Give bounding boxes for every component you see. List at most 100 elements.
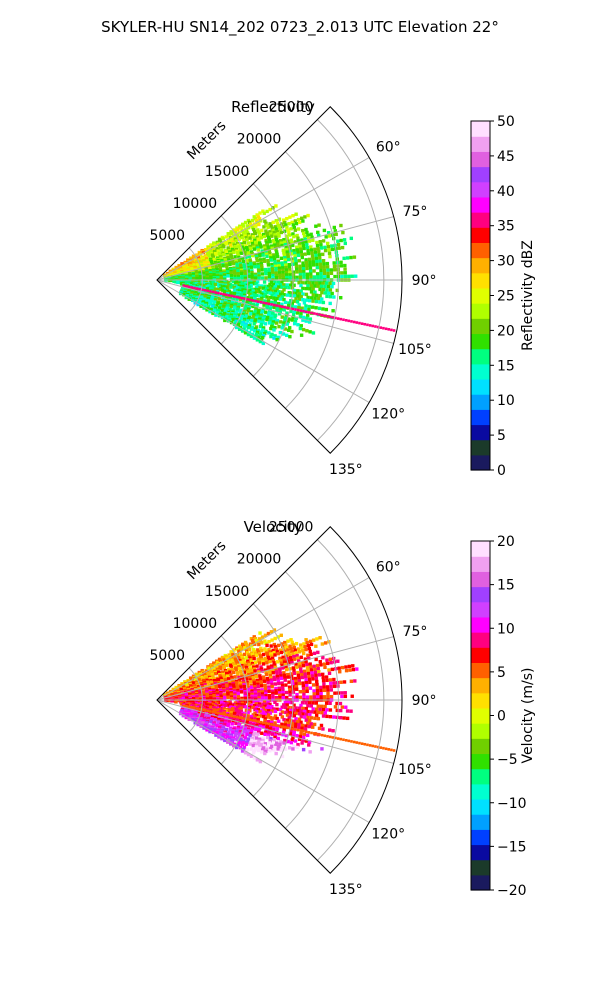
echo-gate [278, 656, 282, 661]
echo-gate [318, 287, 322, 292]
echo-gate [192, 683, 197, 688]
echo-gate [283, 318, 287, 323]
echo-gate [277, 688, 282, 693]
echo-gate [257, 728, 261, 732]
echo-gate [225, 734, 229, 739]
echo-gate [208, 705, 213, 709]
echo-gate [273, 313, 278, 317]
echo-gate [321, 675, 325, 680]
echo-gate [307, 701, 312, 705]
echo-gate [261, 253, 265, 257]
echo-gate [264, 276, 268, 280]
echo-gate [273, 645, 278, 649]
echo-gate [347, 274, 351, 279]
echo-gate [295, 275, 299, 280]
echo-gate [316, 284, 320, 288]
echo-gate [260, 688, 264, 692]
echo-gate [246, 218, 251, 223]
echo-gate [226, 677, 231, 681]
echo-gate [269, 630, 274, 634]
echo-gate [333, 268, 337, 272]
echo-gate [358, 741, 361, 745]
echo-gate [300, 306, 304, 310]
echo-gate [273, 735, 277, 740]
echo-gate [328, 728, 332, 732]
echo-gate [255, 678, 259, 683]
echo-gate [264, 694, 268, 698]
colorbar-tick-label: 5 [497, 665, 506, 681]
colorbar-tick-label: −10 [497, 796, 527, 812]
echo-gate [288, 644, 292, 648]
echo-gate [302, 272, 306, 277]
echo-gate [258, 294, 262, 298]
colorbar-segment [471, 859, 490, 876]
echo-gate [277, 324, 281, 329]
echo-gate [253, 291, 257, 295]
echo-gate [314, 707, 319, 711]
echo-gate [282, 671, 286, 675]
azimuth-tick-label: 60° [376, 559, 401, 575]
echo-gate [245, 719, 249, 723]
colorbar-segment [471, 303, 490, 319]
echo-gate [287, 291, 291, 295]
echo-gate [265, 676, 270, 681]
echo-gate [245, 247, 249, 252]
echo-gate [387, 748, 391, 751]
echo-gate [277, 264, 281, 268]
echo-gate [252, 215, 256, 219]
echo-gate [322, 265, 326, 269]
echo-gate [293, 256, 298, 261]
echo-gate [278, 228, 283, 232]
echo-gate [267, 685, 271, 689]
echo-gate [256, 700, 260, 704]
echo-gate [222, 712, 225, 716]
echo-gate [288, 688, 292, 692]
echo-gate [318, 256, 322, 260]
echo-gate [260, 648, 264, 653]
echo-gate [262, 303, 266, 307]
echo-gate [338, 670, 342, 674]
echo-gate [285, 250, 289, 254]
echo-gate [215, 311, 219, 315]
echo-gate [275, 672, 279, 676]
echo-gate [268, 251, 272, 256]
echo-gate [304, 310, 308, 314]
echo-gate [314, 676, 319, 681]
echo-gate [261, 706, 266, 710]
echo-gate [320, 642, 325, 646]
echo-gate [205, 277, 210, 281]
echo-gate [281, 730, 286, 734]
echo-gate [273, 289, 278, 294]
echo-gate [282, 728, 286, 732]
azimuth-tick-label: 135° [329, 462, 363, 478]
echo-gate [284, 245, 288, 249]
echo-gate [217, 306, 222, 310]
echo-gate [336, 659, 340, 663]
echo-gate [289, 299, 293, 303]
echo-gate [314, 293, 319, 298]
echo-gate [314, 673, 318, 678]
echo-gate [234, 258, 238, 262]
echo-gate [203, 247, 208, 252]
echo-gate [270, 269, 275, 273]
echo-gate [245, 237, 249, 242]
echo-gate [319, 275, 323, 279]
radial-axis-label: Meters [184, 118, 229, 163]
echo-gate [247, 663, 251, 667]
echo-gate [237, 258, 242, 263]
echo-gate [292, 730, 296, 734]
echo-gate [292, 708, 297, 713]
echo-gate [326, 268, 330, 272]
echo-gate [257, 650, 261, 654]
echo-gate [257, 230, 261, 234]
echo-gate [294, 297, 298, 301]
echo-gate [267, 667, 271, 671]
echo-gate [245, 299, 249, 303]
radial-tick-label: 15000 [205, 164, 250, 180]
echo-gate [241, 296, 244, 300]
echo-gate [291, 666, 296, 670]
echo-gate [251, 663, 255, 668]
echo-gate [253, 320, 257, 324]
echo-gate [292, 248, 296, 253]
echo-gate [320, 290, 324, 295]
